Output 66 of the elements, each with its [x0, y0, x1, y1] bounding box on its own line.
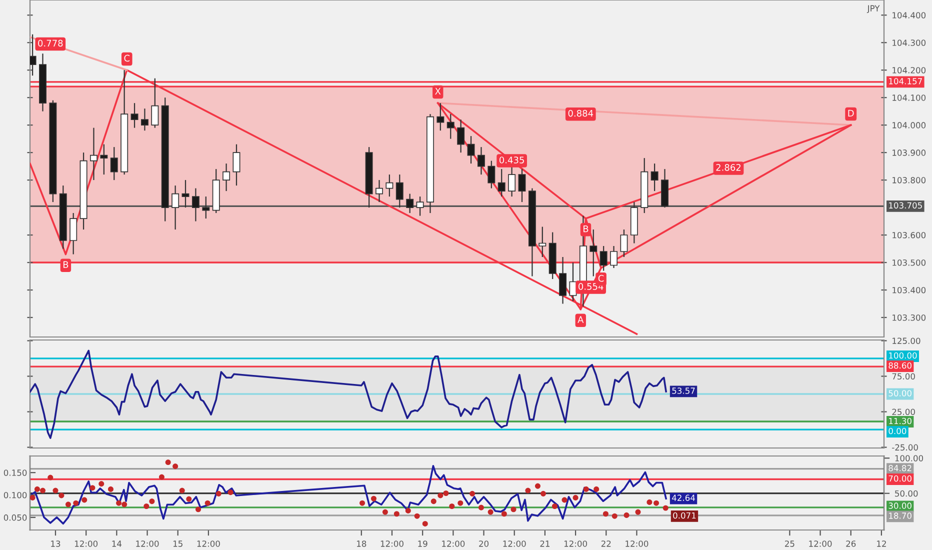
y-tick-label: 104.400 — [892, 12, 926, 18]
annotation: D — [848, 110, 854, 116]
y-tick-label: 103.500 — [892, 259, 926, 266]
annotation: C — [598, 274, 604, 282]
y-tick-label: 104.300 — [892, 40, 926, 46]
x-tick-label: 12:00 — [74, 540, 98, 547]
y2-tick-label: 100.00 — [895, 455, 924, 462]
x-tick-label: 25 — [784, 540, 794, 547]
ref-line-label: 0.00 — [888, 428, 906, 434]
ref-line-label: 103.705 — [889, 202, 922, 209]
y-tick-label: 0.150 — [4, 470, 27, 476]
y-tick-label: 104.000 — [892, 122, 926, 128]
x-tick-label: 15 — [173, 540, 182, 547]
annotation: 0.884 — [568, 110, 594, 117]
y2-tick-label: 50.00 — [895, 490, 918, 497]
ref-line-label: 18.70 — [889, 512, 912, 519]
x-tick-label: 18 — [357, 540, 366, 547]
y-tick-label: 104.100 — [892, 94, 926, 101]
annotation: B — [584, 226, 588, 232]
x-tick-label: 12:00 — [626, 540, 648, 547]
annotation: 0.778 — [38, 40, 63, 47]
y-tick-label: 103.900 — [892, 150, 926, 156]
y-tick-label: 103.800 — [892, 177, 926, 184]
data-label: 53.57 — [672, 388, 695, 394]
ref-line-label: 70.00 — [888, 475, 912, 482]
x-tick-label: 22 — [601, 540, 611, 547]
annotation: A — [578, 316, 584, 323]
ref-line-label: 100.00 — [889, 352, 917, 359]
annotation: 2.862 — [716, 164, 741, 171]
x-tick-label: 19 — [418, 540, 428, 547]
y-tick-label: 25.00 — [892, 408, 915, 416]
x-tick-label: 21 — [540, 540, 550, 547]
x-tick-label: 12 — [877, 540, 886, 547]
y-tick-label: -25.00 — [892, 444, 918, 451]
y-tick-label: 125.00 — [892, 338, 920, 344]
data-label: 42.64 — [672, 494, 695, 501]
x-tick-label: 14 — [112, 540, 122, 547]
x-tick-label: 12:00 — [564, 540, 587, 547]
annotation: 0.435 — [499, 156, 524, 164]
ref-line-label: 11.30 — [889, 418, 912, 424]
x-tick-label: 12:00 — [809, 540, 832, 547]
x-tick-label: 13 — [51, 540, 60, 547]
x-tick-label: 20 — [479, 540, 489, 547]
x-tick-label: 12:00 — [136, 540, 159, 547]
y-tick-label: 0.100 — [4, 492, 27, 498]
y-tick-label: 103.300 — [892, 314, 926, 321]
data-label: 0.071 — [673, 512, 696, 519]
ref-line-label: 84.82 — [888, 464, 912, 472]
y-tick-label: 104.200 — [892, 67, 926, 74]
ref-line-label: 30.00 — [888, 502, 912, 509]
y-tick-label: 103.600 — [892, 232, 926, 238]
x-tick-label: 12:00 — [197, 540, 220, 547]
ref-line-label: 104.157 — [889, 78, 922, 84]
ref-line-label: 88.60 — [888, 362, 912, 369]
y-tick-label: 75.00 — [892, 373, 915, 380]
annotation: JPY — [866, 5, 880, 14]
annotation: X — [435, 88, 441, 94]
y-tick-label: 0.050 — [4, 514, 27, 521]
x-tick-label: 12:00 — [442, 540, 465, 547]
ref-line-label: 50.00 — [888, 390, 912, 396]
x-tick-label: 26 — [846, 540, 856, 547]
y-tick-label: 103.400 — [892, 286, 926, 294]
annotation: B — [63, 261, 68, 268]
x-tick-label: 12:00 — [503, 540, 526, 547]
annotation: C — [124, 54, 130, 62]
x-tick-label: 12:00 — [380, 540, 404, 547]
